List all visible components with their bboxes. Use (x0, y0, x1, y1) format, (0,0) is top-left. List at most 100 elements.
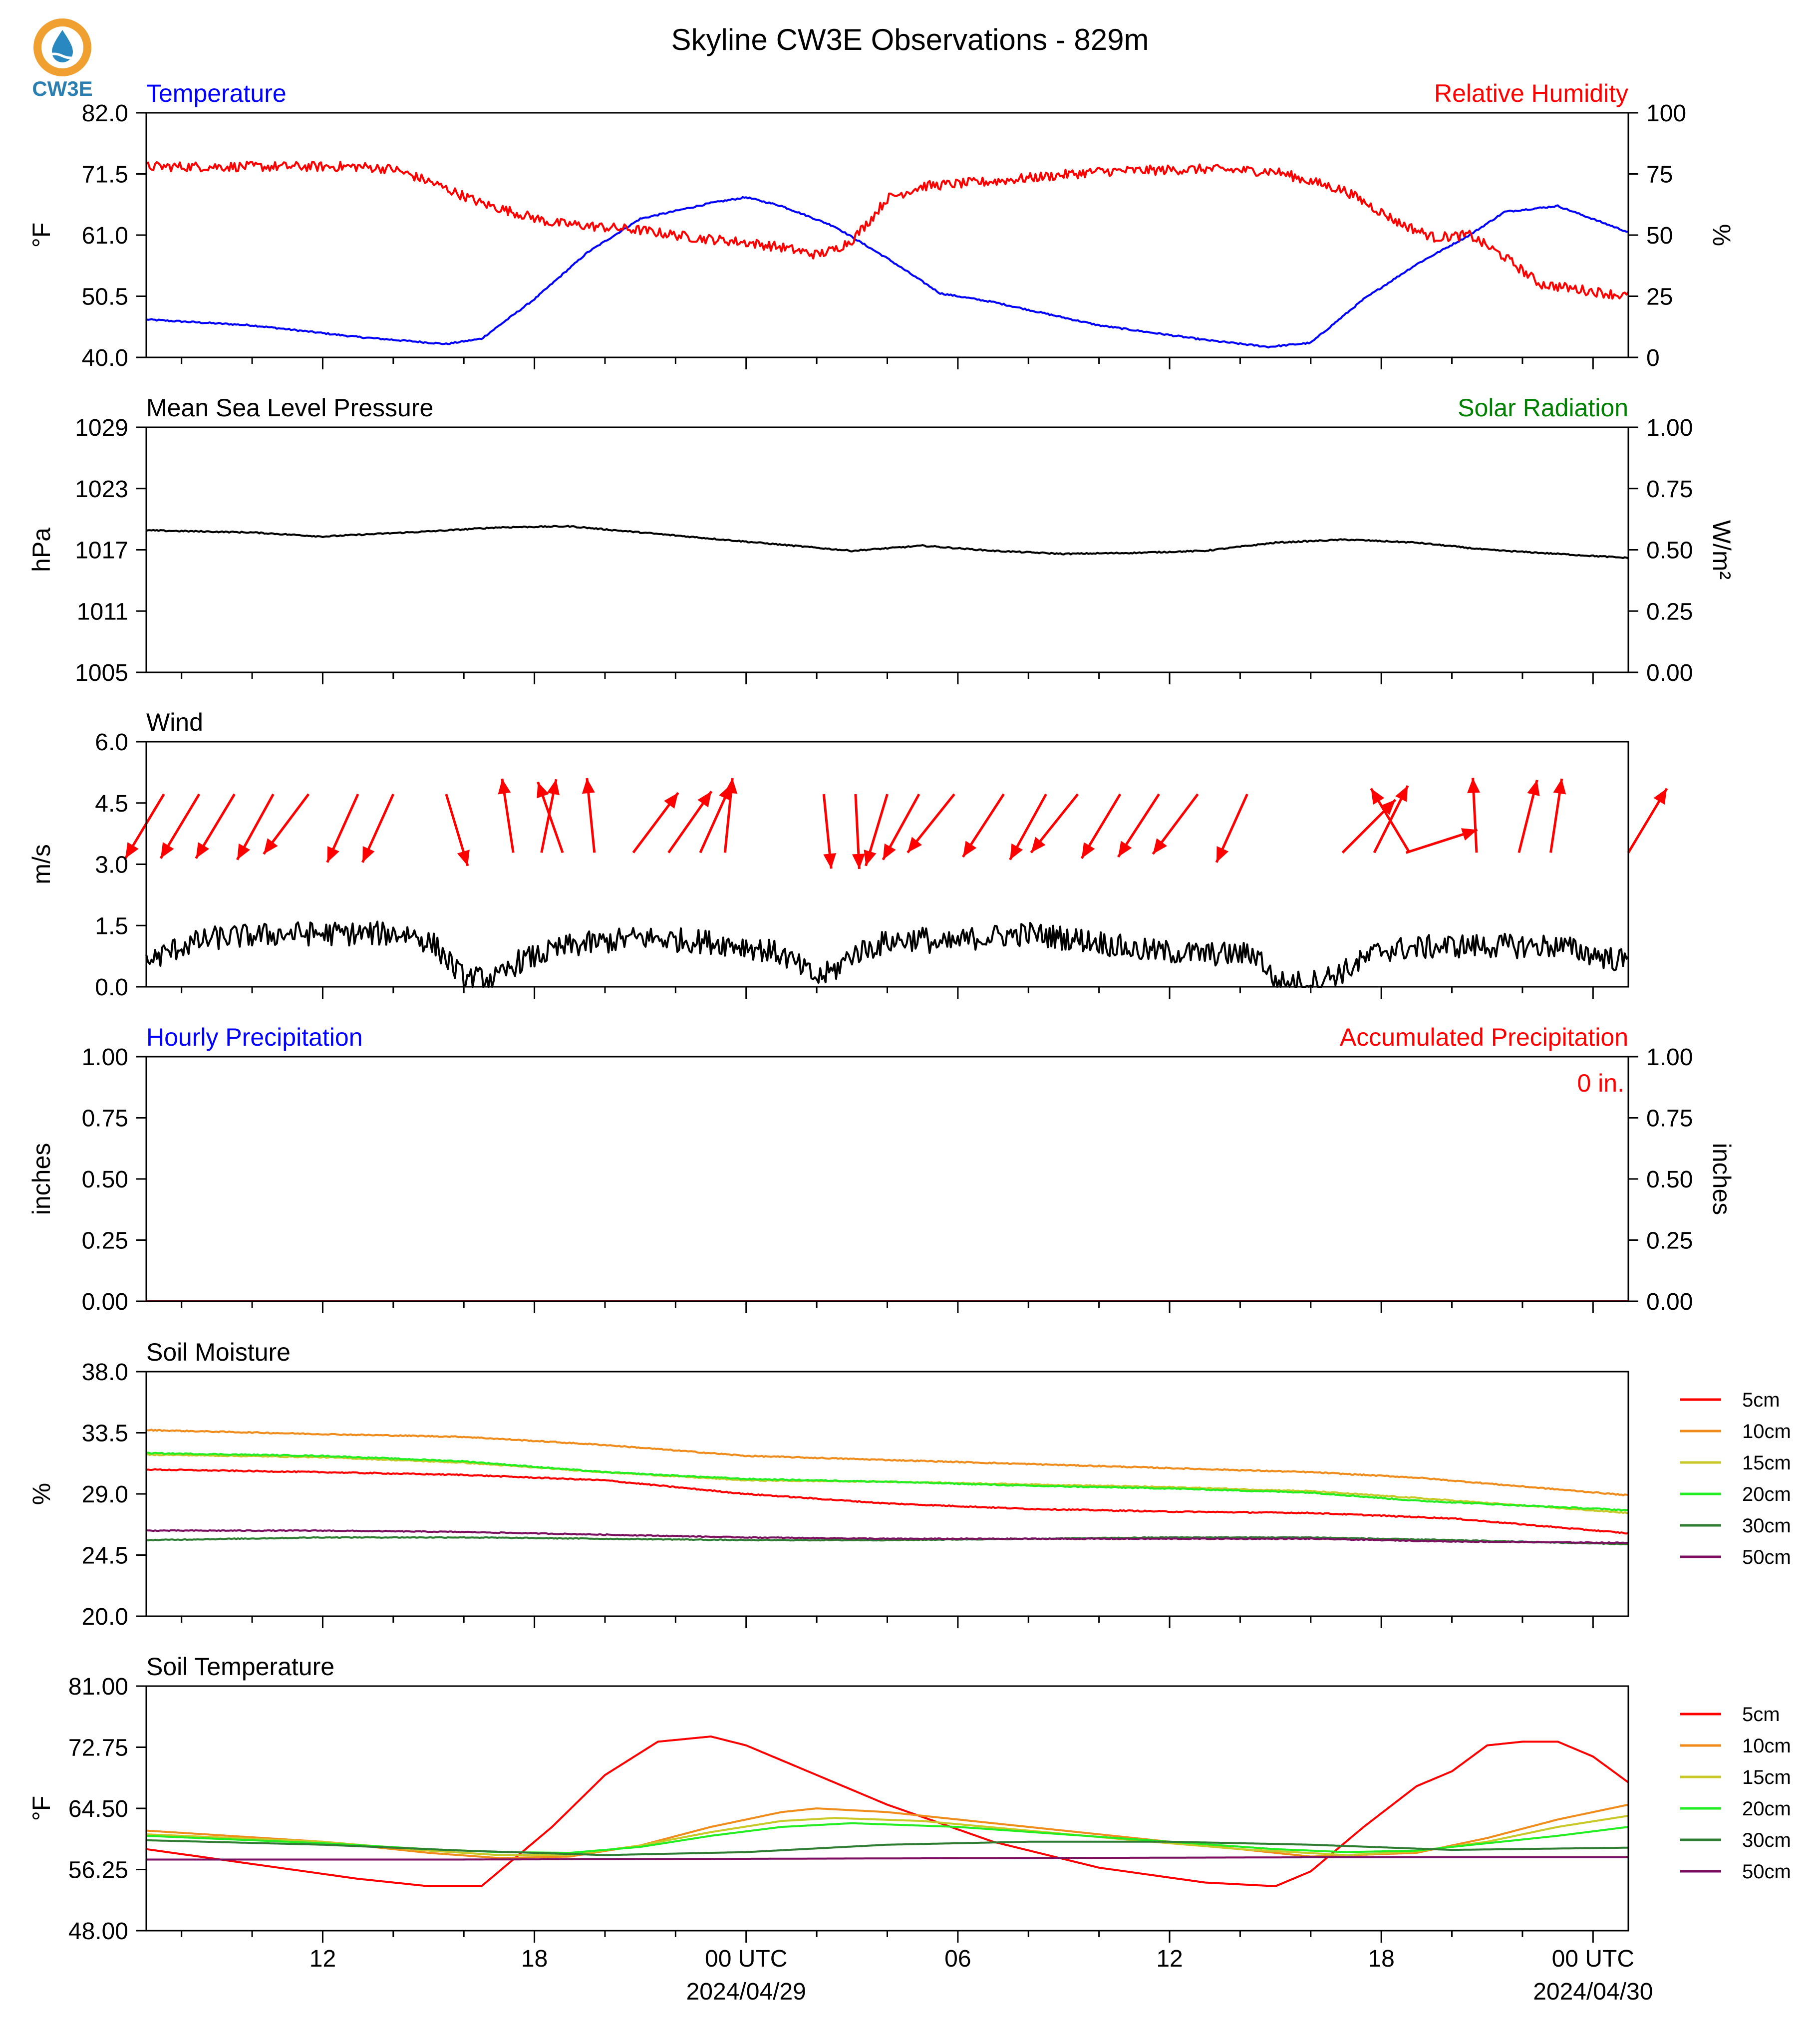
legend-label: 5cm (1742, 1389, 1780, 1411)
panel-3: 0.00 0.25 0.50 0.75 1.00 0.00 0.25 0.50 0.75 1.00… (27, 1023, 1736, 1315)
wind-arrow (723, 778, 738, 853)
wind-arrow (882, 793, 920, 861)
plot-frame (145, 1685, 1629, 1932)
y-tick-label: 3.0 (95, 852, 128, 878)
panel-title-left: Wind (146, 708, 203, 736)
legend-label: 50cm (1742, 1861, 1791, 1883)
plot-frame (145, 1371, 1629, 1617)
wind-arrow (236, 793, 275, 861)
x-tick-label: 00 UTC (705, 1946, 787, 1972)
wind-arrow (445, 794, 470, 867)
series-line-20cm (146, 1451, 1629, 1512)
y-tick-label: 81.00 (68, 1674, 128, 1700)
y-right-tick-label: 0.50 (1646, 538, 1693, 564)
y-axis-label: m/s (27, 844, 55, 884)
y-tick-label: 50.5 (82, 284, 128, 310)
x-tick-label: 18 (1368, 1946, 1394, 1972)
legend-label: 5cm (1742, 1704, 1780, 1726)
y-right-tick-label: 50 (1646, 223, 1673, 249)
x-date-label: 2024/04/29 (686, 1979, 806, 2005)
legend-label: 10cm (1742, 1421, 1791, 1443)
y-tick-label: 64.50 (68, 1796, 128, 1822)
y-tick-label: 1011 (77, 598, 128, 625)
y-right-tick-label: 100 (1646, 100, 1686, 127)
wind-arrow (1373, 785, 1409, 854)
y-right-tick-label: 0.25 (1646, 598, 1693, 625)
y-tick-label: 4.5 (95, 791, 128, 817)
plot-frame (145, 426, 1629, 673)
logo-ring-icon (33, 18, 91, 76)
y-axis-label: °F (27, 223, 55, 248)
panel-2: 0.0 1.5 3.0 4.5 6.0 Wind m/s (27, 708, 1668, 1001)
y-tick-label: 1.00 (82, 1044, 128, 1071)
series-line-1 (145, 161, 1629, 300)
x-tick-label: 12 (1156, 1946, 1183, 1972)
panel-title-left: Mean Sea Level Pressure (146, 394, 433, 422)
y-tick-label: 38.0 (82, 1359, 128, 1386)
y-tick-label: 29.0 (82, 1481, 128, 1508)
wind-arrow (1009, 793, 1047, 861)
logo-wave-icon (45, 52, 80, 59)
accumulated-total-label: 0 in. (1577, 1069, 1624, 1097)
wind-arrow (361, 794, 395, 863)
y-tick-label: 48.00 (68, 1918, 128, 1945)
panel-title-right: Accumulated Precipitation (1340, 1023, 1628, 1051)
y-axis-label: hPa (27, 528, 55, 572)
wind-arrow (1405, 828, 1478, 854)
wind-arrow (907, 793, 955, 854)
series-line-10cm (146, 1429, 1629, 1496)
legend-item: 20cm (1680, 1483, 1791, 1505)
y-right-tick-label: 1.00 (1646, 415, 1693, 441)
legend-label: 30cm (1742, 1515, 1791, 1537)
y-tick-label: 1005 (75, 660, 128, 686)
y-tick-label: 33.5 (82, 1421, 128, 1447)
plot-frame (145, 1056, 1629, 1302)
y-right-tick-label: 0.00 (1646, 660, 1693, 686)
y-tick-label: 61.0 (82, 223, 128, 249)
y-axis-label: inches (27, 1143, 55, 1215)
legend-item: 5cm (1680, 1389, 1780, 1411)
wind-arrow (1117, 793, 1160, 858)
panel-title-left: Soil Temperature (146, 1653, 334, 1681)
y-tick-label: 71.5 (82, 162, 128, 188)
x-date-label: 2024/04/30 (1533, 1979, 1653, 2005)
series-line-50cm (146, 1529, 1629, 1544)
y-right-tick-label: 25 (1646, 284, 1673, 310)
series-line-15cm (146, 1453, 1629, 1514)
y-tick-label: 40.0 (82, 345, 128, 371)
y-axis-label: % (27, 1483, 55, 1505)
wind-arrow (1467, 778, 1481, 853)
y-axis-label: °F (27, 1796, 55, 1821)
legend-item: 30cm (1680, 1515, 1791, 1537)
y-axis-label-right: inches (1708, 1143, 1736, 1215)
y-right-tick-label: 0.25 (1646, 1228, 1693, 1254)
wind-arrow (1030, 793, 1079, 854)
x-tick-label: 12 (309, 1946, 336, 1972)
legend-item: 50cm (1680, 1861, 1791, 1883)
legend-item: 5cm (1680, 1704, 1780, 1726)
legend-item: 30cm (1680, 1829, 1791, 1851)
series-line-0 (146, 525, 1629, 560)
wind-arrow (263, 793, 310, 855)
legend-label: 15cm (1742, 1452, 1791, 1474)
wind-arrow (195, 793, 236, 859)
y-tick-label: 56.25 (68, 1857, 128, 1884)
wind-arrow (1370, 788, 1411, 854)
y-tick-label: 1029 (75, 415, 128, 441)
figure-title: Skyline CW3E Observations - 829m (671, 23, 1149, 56)
y-tick-label: 0.50 (82, 1166, 128, 1193)
y-right-tick-label: 1.00 (1646, 1044, 1693, 1071)
wind-arrow (1152, 793, 1199, 855)
wind-arrow (537, 781, 564, 854)
series-line-30cm (146, 1536, 1629, 1546)
panel-0: 40.0 50.5 61.0 71.5 82.0 0 25 50 75 100 Temperatur… (27, 79, 1736, 371)
y-axis-label-right: W/m² (1708, 520, 1736, 579)
wind-arrow (822, 794, 837, 869)
panel-4: 20.0 24.5 29.0 33.5 38.0 Soil Moisture% 5cm 10c… (27, 1338, 1791, 1630)
wind-arrow (852, 794, 865, 869)
x-tick-label: 06 (944, 1946, 971, 1972)
plot-frame (145, 112, 1629, 358)
legend-item: 20cm (1680, 1798, 1791, 1820)
plot-frame (145, 741, 1629, 988)
